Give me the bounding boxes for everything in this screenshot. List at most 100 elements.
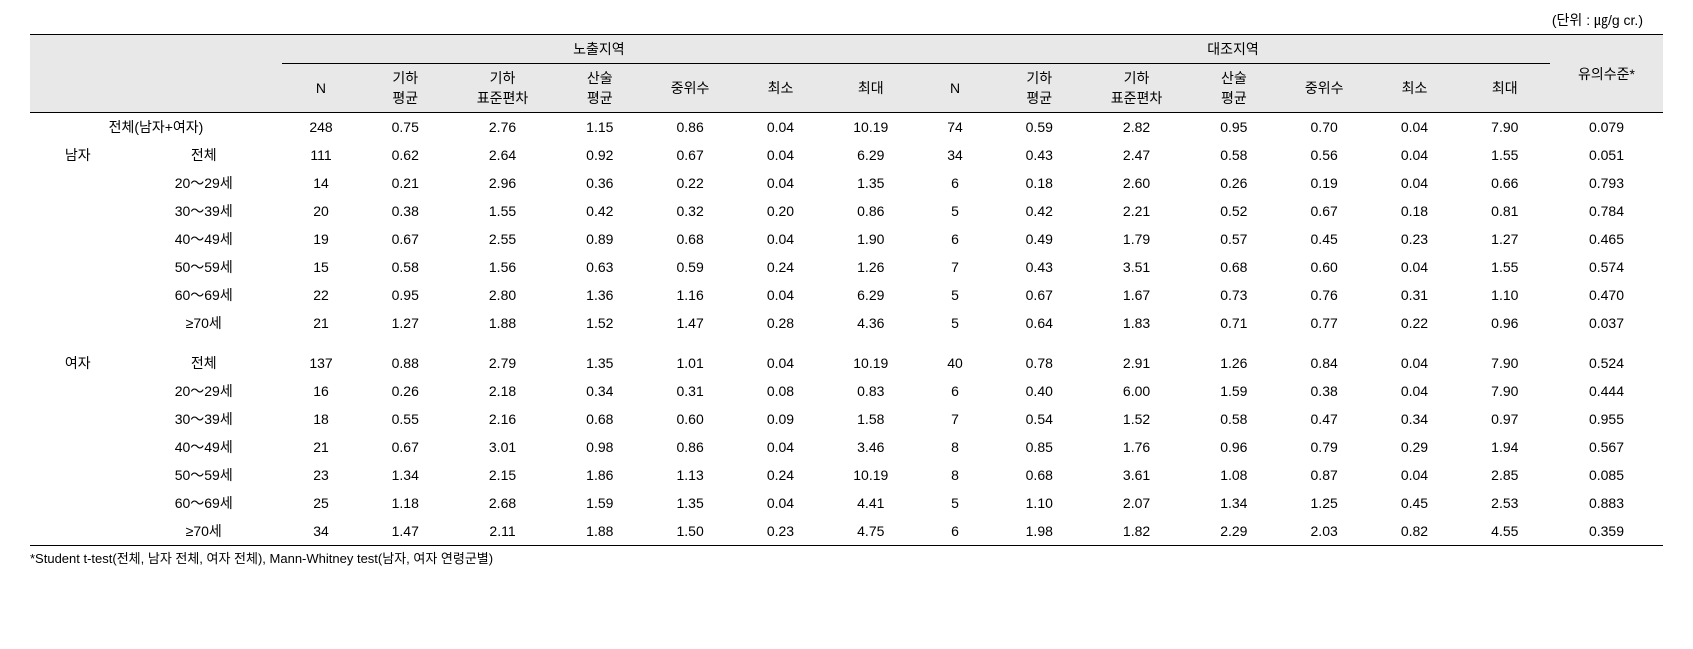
cell: 1.01 xyxy=(645,349,735,377)
cell: 137 xyxy=(282,349,360,377)
cell: 0.64 xyxy=(994,309,1084,337)
cell: 23 xyxy=(282,461,360,489)
cell: 0.04 xyxy=(735,113,825,142)
cell: 1.47 xyxy=(360,517,450,546)
cell: 0.68 xyxy=(645,225,735,253)
cell: 2.07 xyxy=(1084,489,1188,517)
cell: 5 xyxy=(916,197,994,225)
row-cat1 xyxy=(30,433,126,461)
cell: 0.54 xyxy=(994,405,1084,433)
cell: 2.60 xyxy=(1084,169,1188,197)
unit-label: (단위 : ㎍/g cr.) xyxy=(30,10,1663,30)
cell: 2.96 xyxy=(450,169,554,197)
row-cat2: 50～59세 xyxy=(126,253,282,281)
cell: 1.34 xyxy=(360,461,450,489)
header-a-gm: 기하평균 xyxy=(360,64,450,113)
cell: 6.29 xyxy=(826,141,916,169)
cell: 0.58 xyxy=(360,253,450,281)
cell: 2.15 xyxy=(450,461,554,489)
cell: 1.27 xyxy=(360,309,450,337)
cell: 1.52 xyxy=(555,309,645,337)
cell: 0.04 xyxy=(1369,349,1459,377)
row-cat1: 남자 xyxy=(30,141,126,169)
cell: 0.524 xyxy=(1550,349,1663,377)
cell: 0.66 xyxy=(1460,169,1550,197)
cell: 1.10 xyxy=(1460,281,1550,309)
cell: 0.04 xyxy=(1369,461,1459,489)
cell: 1.86 xyxy=(555,461,645,489)
cell: 2.53 xyxy=(1460,489,1550,517)
cell: 4.36 xyxy=(826,309,916,337)
cell: 1.59 xyxy=(1189,377,1279,405)
cell: 1.35 xyxy=(826,169,916,197)
cell: 0.04 xyxy=(735,349,825,377)
cell: 2.68 xyxy=(450,489,554,517)
cell: 0.29 xyxy=(1369,433,1459,461)
cell: 0.38 xyxy=(360,197,450,225)
cell: 3.51 xyxy=(1084,253,1188,281)
cell: 1.55 xyxy=(1460,253,1550,281)
cell: 0.23 xyxy=(735,517,825,546)
cell: 1.36 xyxy=(555,281,645,309)
cell: 0.95 xyxy=(1189,113,1279,142)
cell: 2.55 xyxy=(450,225,554,253)
cell: 0.43 xyxy=(994,253,1084,281)
cell: 7.90 xyxy=(1460,113,1550,142)
cell: 0.883 xyxy=(1550,489,1663,517)
row-cat1 xyxy=(30,377,126,405)
cell: 0.34 xyxy=(1369,405,1459,433)
cell: 1.10 xyxy=(994,489,1084,517)
cell: 0.359 xyxy=(1550,517,1663,546)
row-cat1 xyxy=(30,517,126,546)
cell: 1.47 xyxy=(645,309,735,337)
cell: 1.88 xyxy=(450,309,554,337)
cell: 0.56 xyxy=(1279,141,1369,169)
row-cat1 xyxy=(30,489,126,517)
cell: 74 xyxy=(916,113,994,142)
row-cat2: 전체 xyxy=(126,141,282,169)
cell: 0.96 xyxy=(1189,433,1279,461)
cell: 1.15 xyxy=(555,113,645,142)
header-b-gm: 기하평균 xyxy=(994,64,1084,113)
cell: 0.26 xyxy=(1189,169,1279,197)
row-cat2: 60～69세 xyxy=(126,489,282,517)
cell: 0.88 xyxy=(360,349,450,377)
cell: 0.59 xyxy=(994,113,1084,142)
cell: 0.58 xyxy=(1189,405,1279,433)
table-body: 전체(남자+여자)2480.752.761.150.860.0410.19740… xyxy=(30,113,1663,546)
cell: 1.58 xyxy=(826,405,916,433)
cell: 0.67 xyxy=(360,225,450,253)
cell: 0.73 xyxy=(1189,281,1279,309)
cell: 0.784 xyxy=(1550,197,1663,225)
cell: 0.31 xyxy=(645,377,735,405)
cell: 1.35 xyxy=(645,489,735,517)
cell: 34 xyxy=(916,141,994,169)
cell: 4.41 xyxy=(826,489,916,517)
cell: 7.90 xyxy=(1460,349,1550,377)
header-a-med: 중위수 xyxy=(645,64,735,113)
cell: 2.64 xyxy=(450,141,554,169)
cell: 2.18 xyxy=(450,377,554,405)
cell: 1.98 xyxy=(994,517,1084,546)
header-b-max: 최대 xyxy=(1460,64,1550,113)
cell: 1.90 xyxy=(826,225,916,253)
cell: 0.22 xyxy=(1369,309,1459,337)
cell: 0.23 xyxy=(1369,225,1459,253)
cell: 2.16 xyxy=(450,405,554,433)
cell: 0.89 xyxy=(555,225,645,253)
header-b-n: N xyxy=(916,64,994,113)
cell: 0.574 xyxy=(1550,253,1663,281)
cell: 8 xyxy=(916,433,994,461)
stats-table: 노출지역 대조지역 유의수준* N 기하평균 기하표준편차 산술평균 중위수 최… xyxy=(30,34,1663,546)
cell: 0.34 xyxy=(555,377,645,405)
cell: 0.04 xyxy=(1369,141,1459,169)
row-cat1 xyxy=(30,309,126,337)
cell: 0.19 xyxy=(1279,169,1369,197)
cell: 2.11 xyxy=(450,517,554,546)
cell: 10.19 xyxy=(826,113,916,142)
cell: 8 xyxy=(916,461,994,489)
row-cat2: 전체 xyxy=(126,349,282,377)
cell: 0.92 xyxy=(555,141,645,169)
cell: 0.87 xyxy=(1279,461,1369,489)
cell: 0.86 xyxy=(645,113,735,142)
